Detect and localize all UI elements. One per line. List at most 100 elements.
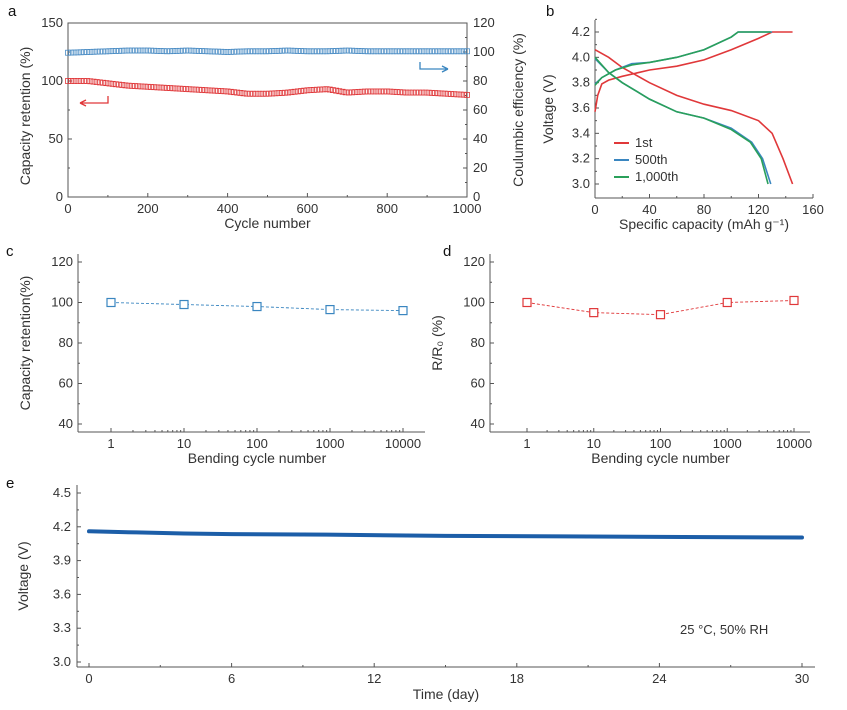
a-retention-marker [406, 89, 413, 96]
a-retention-marker [234, 89, 241, 96]
a-retention-marker [71, 78, 78, 84]
a-retention-marker [100, 79, 107, 86]
a-efficiency-marker [243, 48, 250, 55]
a-efficiency-marker [314, 48, 320, 55]
a-efficiency-marker [390, 48, 397, 55]
d-x-tick-label: 100 [650, 436, 672, 451]
a-retention-marker [345, 89, 352, 96]
a-retention-marker [221, 88, 228, 95]
a-retention-marker [314, 86, 320, 93]
a-retention-marker [119, 82, 126, 88]
a-efficiency-marker [189, 47, 196, 54]
a-efficiency-marker [100, 48, 107, 55]
a-retention-marker [199, 87, 205, 93]
b-y-axis-title: Voltage (V) [540, 74, 556, 143]
e-y-tick-label: 3.9 [53, 553, 71, 568]
e-voltage-line [87, 529, 804, 540]
e-x-tick-label: 6 [228, 671, 235, 686]
a-efficiency-marker [234, 48, 241, 55]
a-retention-marker [263, 90, 269, 97]
c-y-tick-label: 60 [59, 376, 73, 391]
e-y-tick-label: 4.5 [53, 485, 71, 500]
a-retention-marker [422, 89, 429, 96]
d-series-line [526, 300, 795, 316]
a-retention-marker [400, 89, 407, 96]
a-retention-marker [218, 88, 225, 94]
a-retention-marker [144, 83, 151, 90]
a-efficiency-marker [154, 47, 161, 54]
b-1st-charge-curve [594, 31, 793, 112]
a-efficiency-marker [365, 48, 371, 55]
a-retention-marker [278, 90, 285, 96]
a-retention-marker [186, 86, 193, 93]
e-y-tick-label: 3.0 [53, 654, 71, 669]
e-x-tick-label: 0 [85, 671, 92, 686]
a-x-axis-title: Cycle number [224, 215, 311, 231]
a-efficiency-marker [326, 48, 333, 55]
c-data-point [106, 297, 116, 308]
a-efficiency-marker [320, 48, 327, 55]
a-retention-marker [164, 85, 170, 91]
e-y-tick-label: 3.3 [53, 620, 71, 635]
a-efficiency-marker [371, 48, 378, 55]
a-retention-marker [74, 78, 81, 84]
a-efficiency-marker [247, 48, 253, 55]
a-efficiency-marker [451, 48, 458, 55]
a-retention-marker [224, 88, 231, 95]
a-retention-marker [374, 88, 381, 95]
a-x-tick-label: 400 [217, 201, 239, 216]
a-retention-marker [397, 89, 403, 96]
d-data-point [589, 308, 599, 318]
a-efficiency-marker [71, 49, 78, 56]
a-efficiency-marker [361, 48, 368, 55]
b-legend-label: 500th [635, 152, 668, 167]
b-x-tick-label: 120 [748, 202, 770, 217]
b-y-tick-label: 3.6 [572, 100, 590, 115]
a-efficiency-marker [288, 47, 295, 54]
a-retention-marker [237, 90, 244, 96]
a-efficiency-marker [77, 49, 84, 56]
b-y-tick-label: 3.2 [572, 151, 590, 166]
a-efficiency-marker [227, 48, 234, 55]
a-efficiency-marker [112, 48, 119, 54]
a-retention-marker [451, 91, 458, 98]
a-retention-marker [416, 89, 423, 96]
a-efficiency-marker [74, 49, 81, 56]
a-y-right-axis-title: Coulumbic efficiency (%) [510, 33, 526, 187]
a-efficiency-marker [135, 47, 142, 54]
a-retention-marker [381, 88, 387, 95]
a-retention-marker [285, 89, 292, 96]
a-retention-marker [77, 78, 84, 84]
a-retention-marker [90, 78, 97, 85]
a-efficiency-marker [215, 48, 221, 55]
a-retention-marker [282, 89, 288, 96]
a-efficiency-marker [211, 48, 218, 55]
a-retention-marker [240, 90, 247, 97]
a-efficiency-marker [444, 48, 451, 55]
b-legend-label: 1,000th [635, 169, 678, 184]
a-efficiency-marker [282, 47, 288, 54]
a-efficiency-marker [358, 48, 365, 54]
a-efficiency-marker [422, 48, 429, 55]
d-data-point [722, 297, 732, 308]
b-1,000th-discharge-curve [594, 56, 769, 185]
a-efficiency-marker [460, 48, 467, 55]
c-x-tick-label: 100 [246, 436, 268, 451]
a-retention-marker [438, 90, 445, 97]
e-x-axis-title: Time (day) [413, 686, 479, 702]
a-retention-marker [371, 88, 378, 95]
a-retention-marker [173, 85, 180, 92]
b-x-tick-label: 40 [642, 202, 656, 217]
a-efficiency-marker [275, 47, 282, 54]
d-x-tick-label: 10 [587, 436, 601, 451]
a-x-tick-label: 800 [376, 201, 398, 216]
d-x-axis-title: Bending cycle number [591, 450, 730, 466]
a-retention-marker [125, 82, 132, 89]
d-data-point [655, 310, 666, 320]
a-retention-marker [310, 87, 317, 93]
a-retention-marker [93, 79, 100, 85]
a-retention-marker [138, 83, 145, 90]
a-retention-marker [247, 90, 253, 97]
a-efficiency-marker [250, 48, 257, 55]
d-y-axis-title: R/R₀ (%) [429, 315, 445, 371]
